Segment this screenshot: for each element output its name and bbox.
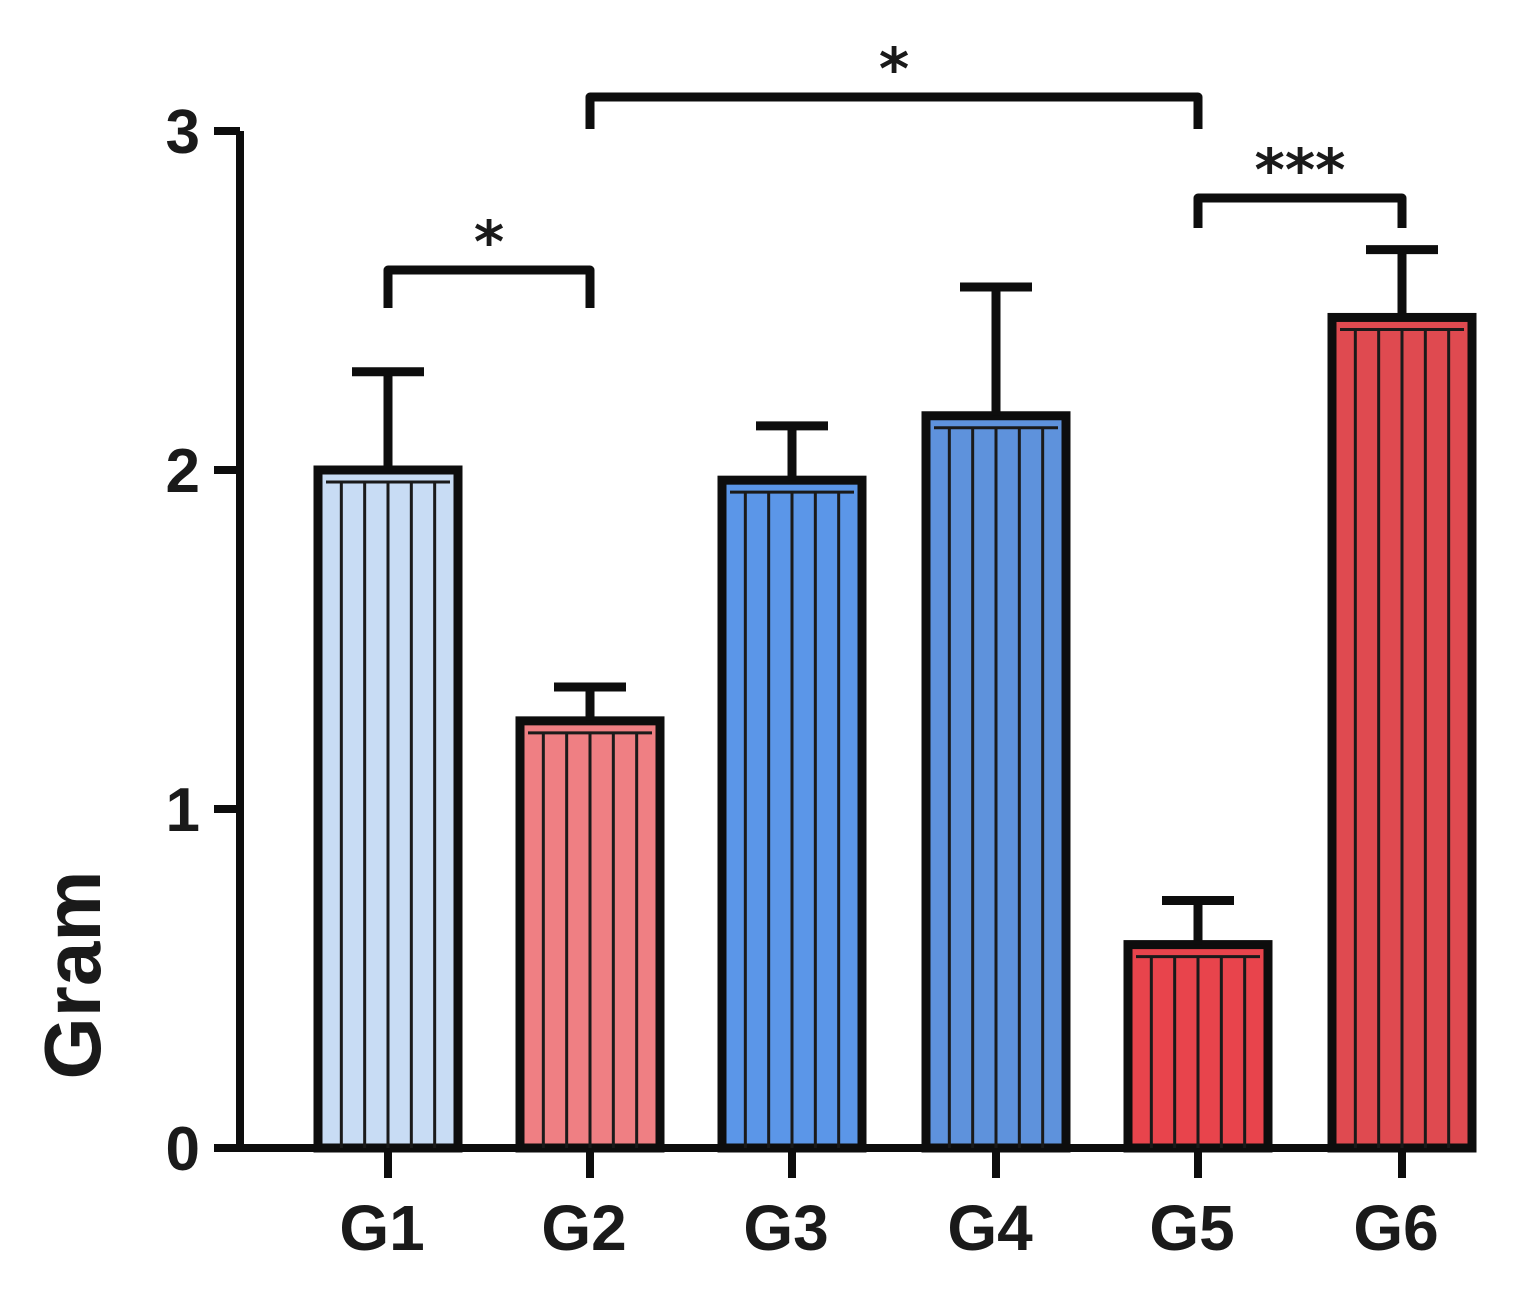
bar-g3 <box>717 475 867 1153</box>
bracket-line <box>1193 193 1407 228</box>
sig-bracket-g2-g5: * <box>585 35 1203 129</box>
y-tick-label: 0 <box>166 1115 200 1184</box>
bracket-line <box>383 265 595 308</box>
y-tick-label: 3 <box>166 98 200 167</box>
bar-g5 <box>1123 940 1273 1153</box>
y-tick-label: 1 <box>166 776 200 845</box>
axes: 0 1 2 3 G1 G2 G3 G4 G5 G6 <box>166 98 1472 1264</box>
sig-bracket-g5-g6: *** <box>1193 136 1407 228</box>
x-tick-label: G5 <box>1149 1192 1234 1264</box>
bar-g4 <box>921 411 1071 1153</box>
bar-g6 <box>1327 312 1477 1153</box>
x-tick-label: G4 <box>947 1192 1033 1264</box>
bar-g2 <box>515 716 665 1153</box>
x-tick-label: G1 <box>339 1192 424 1264</box>
bracket-line <box>585 92 1203 129</box>
error-bar-g4 <box>960 282 1032 416</box>
significance-label: * <box>879 35 909 103</box>
error-bar-g3 <box>756 421 828 481</box>
bar-g1 <box>313 465 463 1153</box>
x-tick-label: G2 <box>541 1192 626 1264</box>
bars <box>313 312 1477 1153</box>
error-bar-g5 <box>1162 896 1234 945</box>
y-tick-label: 2 <box>166 437 200 506</box>
error-bars <box>352 245 1438 945</box>
error-bar-g6 <box>1366 245 1438 318</box>
significance-brackets: ***** <box>383 35 1407 308</box>
x-tick-label: G3 <box>743 1192 828 1264</box>
x-tick-label: G6 <box>1353 1192 1438 1264</box>
significance-label: *** <box>1255 136 1346 204</box>
significance-label: * <box>474 208 504 276</box>
y-axis-label: Gram <box>28 871 117 1080</box>
error-bar-g2 <box>554 682 626 721</box>
sig-bracket-g1-g2: * <box>383 208 595 308</box>
error-bar-g1 <box>352 367 424 470</box>
